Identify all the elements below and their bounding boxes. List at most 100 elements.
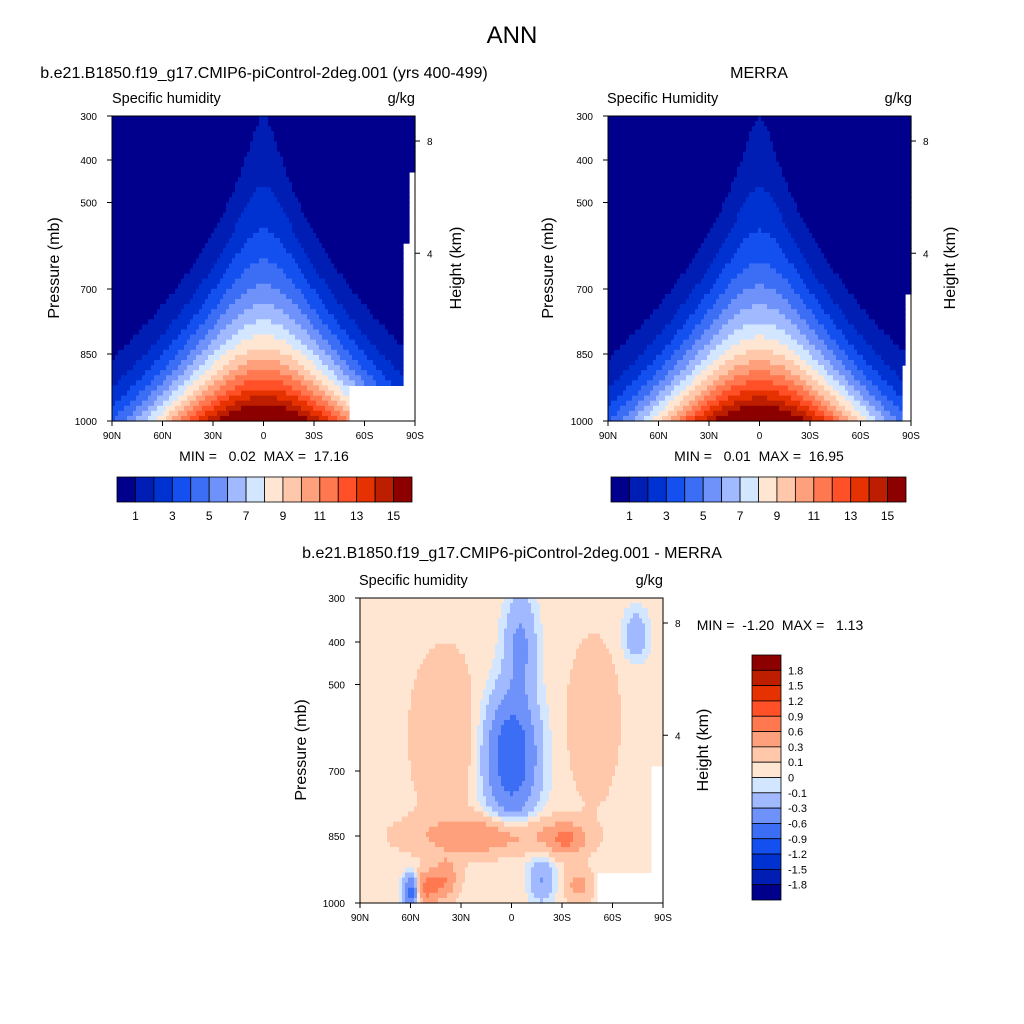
contour-cell [277, 197, 281, 204]
contour-cell [121, 141, 125, 148]
contour-cell [136, 182, 140, 188]
contour-cell [313, 121, 317, 127]
contour-cell [406, 121, 410, 127]
contour-cell [217, 202, 221, 209]
contour-cell [241, 116, 245, 122]
contour-cell [289, 116, 293, 122]
contour-cell [250, 126, 254, 132]
contour-cell [256, 177, 260, 183]
contour-cell [178, 197, 182, 204]
contour-cell [112, 171, 116, 178]
contour-cell [382, 202, 386, 209]
contour-cell [280, 177, 284, 183]
contour-cell [115, 192, 119, 198]
panel-model: b.e21.B1850.f19_g17.CMIP6-piControl-2deg… [40, 65, 487, 523]
contour-cell [232, 171, 236, 178]
contour-cell [190, 126, 194, 132]
contour-cell [295, 192, 299, 198]
contour-cell [280, 197, 284, 204]
contour-cell [391, 121, 395, 127]
contour-cell [280, 187, 284, 193]
contour-cell [133, 187, 137, 193]
contour-cell [244, 121, 248, 127]
contour-cell [193, 161, 197, 168]
contour-cell [118, 192, 122, 198]
contour-cell [202, 131, 206, 137]
contour-cell [163, 182, 167, 188]
contour-cell [331, 202, 335, 209]
contour-cell [331, 121, 335, 127]
contour-cell [166, 156, 170, 163]
contour-cell [385, 187, 389, 193]
contour-cell [340, 156, 344, 163]
contour-cell [151, 177, 155, 183]
contour-cell [277, 116, 281, 122]
contour-cell [247, 161, 251, 168]
contour-cell [319, 151, 323, 158]
contour-cell [151, 192, 155, 198]
contour-cell [220, 146, 224, 153]
contour-cell [115, 166, 119, 173]
contour-cell [127, 161, 131, 168]
contour-cell [370, 192, 374, 198]
contour-cell [208, 166, 212, 173]
contour-cell [130, 131, 134, 137]
contour-cell [388, 161, 392, 168]
contour-cell [394, 166, 398, 173]
contour-cell [175, 202, 179, 209]
contour-cell [382, 182, 386, 188]
contour-cell [229, 177, 233, 183]
contour-cell [214, 166, 218, 173]
contour-cell [130, 166, 134, 173]
contour-cell [196, 166, 200, 173]
contour-cell [241, 187, 245, 193]
contour-cell [163, 121, 167, 127]
contour-cell [304, 192, 308, 198]
contour-cell [160, 151, 164, 158]
contour-cell [388, 166, 392, 173]
contour-cell [217, 197, 221, 204]
contour-cell [115, 202, 119, 209]
contour-cell [208, 156, 212, 163]
contour-cell [394, 126, 398, 132]
contour-cell [337, 146, 341, 153]
contour-cell [154, 177, 158, 183]
contour-cell [286, 197, 290, 204]
contour-cell [127, 121, 131, 127]
contour-cell [259, 121, 263, 127]
contour-cell [232, 177, 236, 183]
contour-cell [196, 116, 200, 122]
contour-cell [130, 182, 134, 188]
contour-cell [259, 126, 263, 132]
contour-cell [364, 192, 368, 198]
contour-cell [376, 202, 380, 209]
contour-cell [190, 151, 194, 158]
contour-cell [391, 202, 395, 209]
contour-cell [136, 156, 140, 163]
contour-cell [394, 197, 398, 204]
contour-cell [385, 197, 389, 204]
contour-cell [256, 171, 260, 178]
contour-cell [361, 182, 365, 188]
contour-cell [280, 192, 284, 198]
contour-cell [166, 141, 170, 148]
contour-cell [202, 171, 206, 178]
contour-cell [187, 192, 191, 198]
contour-cell [325, 116, 329, 122]
contour-cell [259, 177, 263, 183]
contour-cell [154, 202, 158, 209]
contour-cell [370, 166, 374, 173]
contour-cell [217, 161, 221, 168]
contour-cell [379, 192, 383, 198]
contour-cell [334, 187, 338, 193]
contour-cell [274, 141, 278, 148]
contour-cell [307, 166, 311, 173]
contour-cell [214, 187, 218, 193]
contour-cell [205, 146, 209, 153]
contour-cell [412, 131, 416, 137]
contour-cell [142, 126, 146, 132]
contour-cell [307, 182, 311, 188]
contour-cell [184, 141, 188, 148]
contour-cell [253, 192, 257, 198]
contour-cell [385, 177, 389, 183]
